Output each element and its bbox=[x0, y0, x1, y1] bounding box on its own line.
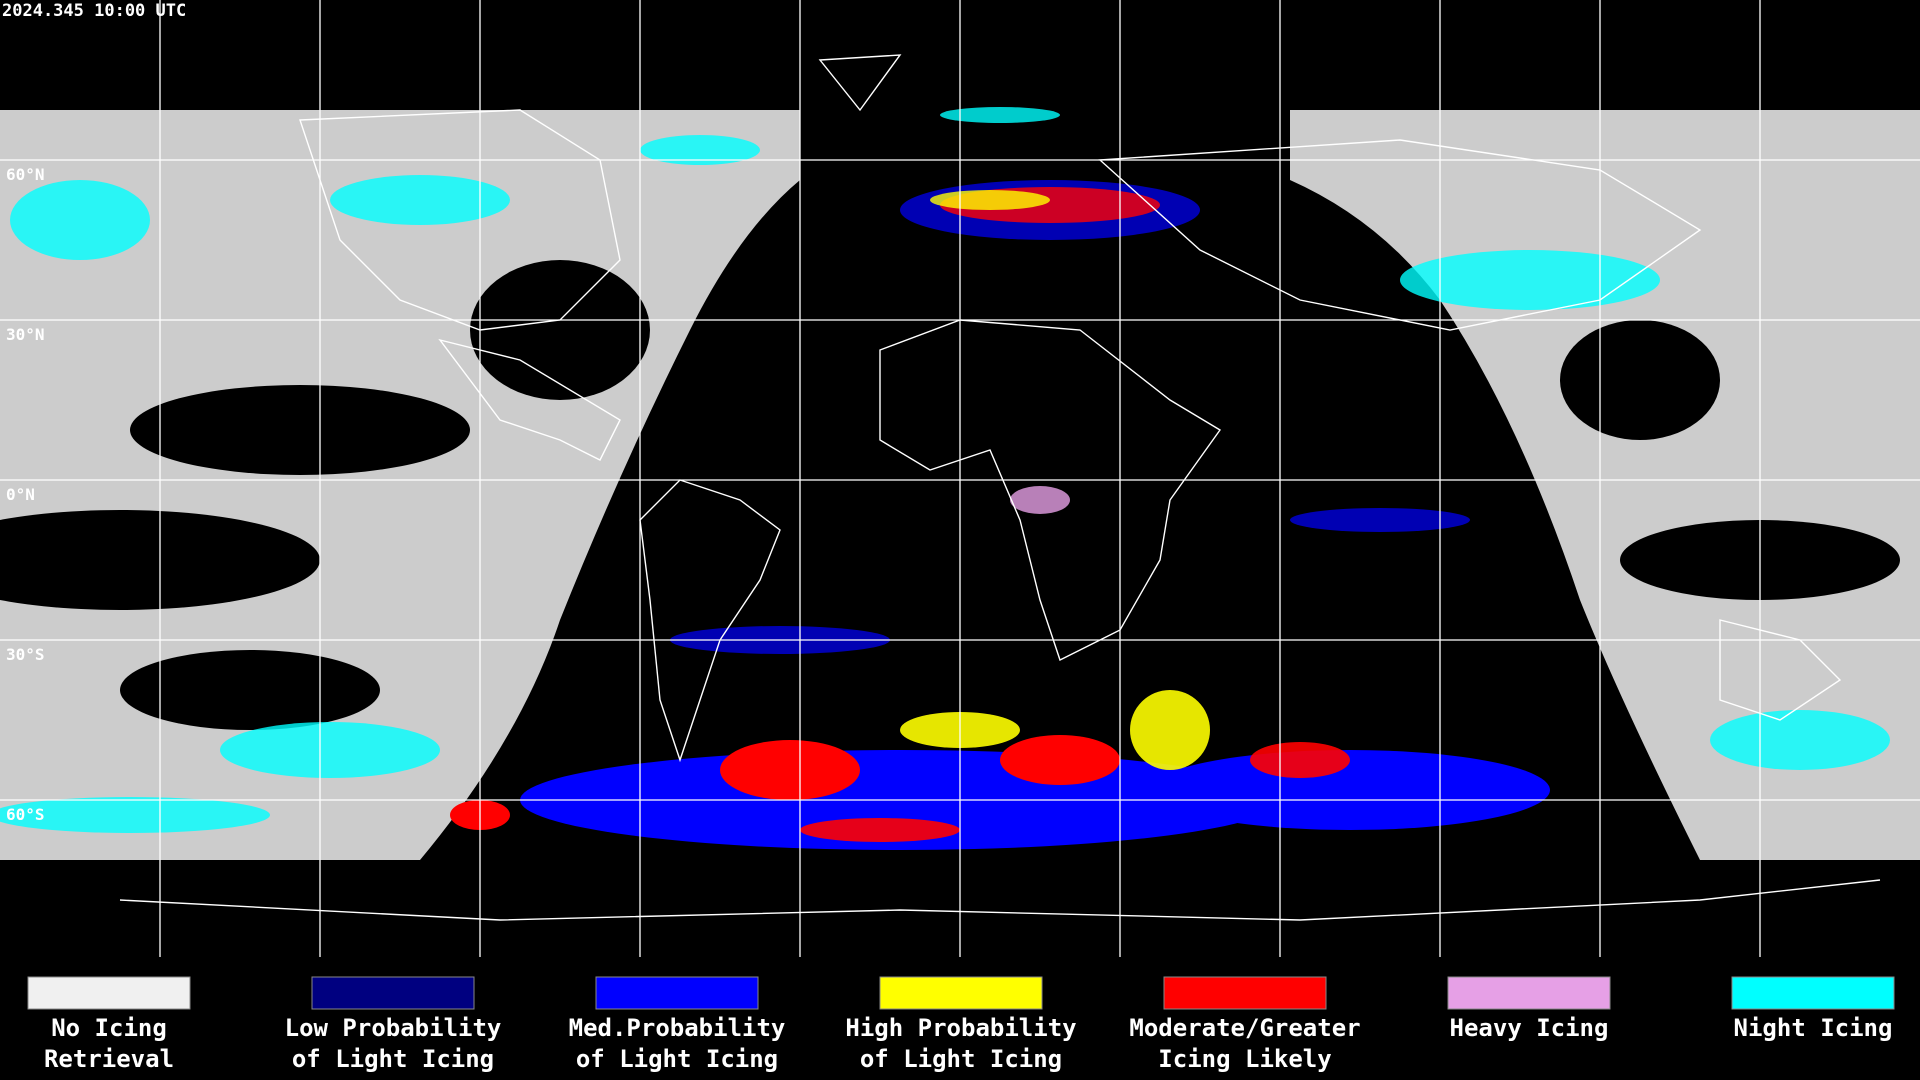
legend-swatch bbox=[1731, 976, 1895, 1010]
legend-swatch bbox=[311, 976, 475, 1010]
legend-label: Heavy Icing bbox=[1450, 1014, 1609, 1042]
legend-label: No Icing bbox=[51, 1014, 167, 1042]
legend-swatch bbox=[879, 976, 1043, 1010]
legend-label: Med.Probability bbox=[569, 1014, 786, 1042]
latitude-label: 30°N bbox=[6, 325, 45, 344]
legend-label: Low Probability bbox=[285, 1014, 502, 1042]
latitude-label: 60°S bbox=[6, 805, 45, 824]
legend-label: Moderate/Greater bbox=[1129, 1014, 1360, 1042]
legend-swatch bbox=[1447, 976, 1611, 1010]
latitude-label: 60°N bbox=[6, 165, 45, 184]
timestamp: 2024.345 10:00 UTC bbox=[2, 1, 186, 21]
latitude-label: 30°S bbox=[6, 645, 45, 664]
map bbox=[0, 0, 1920, 957]
graticule bbox=[0, 0, 1920, 957]
legend-label: of Light Icing bbox=[860, 1045, 1062, 1073]
legend-label: Night Icing bbox=[1734, 1014, 1893, 1042]
legend-label: High Probability bbox=[845, 1014, 1076, 1042]
legend-label: of Light Icing bbox=[292, 1045, 494, 1073]
legend-swatch bbox=[27, 976, 191, 1010]
legend: No Icing Retrieval Low Probability of Light… bbox=[27, 976, 1895, 1073]
legend-label: of Light Icing bbox=[576, 1045, 778, 1073]
legend-label: Retrieval bbox=[44, 1045, 174, 1073]
day-icing bbox=[450, 180, 1550, 850]
legend-swatch bbox=[1163, 976, 1327, 1010]
legend-swatch bbox=[595, 976, 759, 1010]
legend-label: Icing Likely bbox=[1158, 1045, 1331, 1073]
latitude-label: 0°N bbox=[6, 485, 35, 504]
